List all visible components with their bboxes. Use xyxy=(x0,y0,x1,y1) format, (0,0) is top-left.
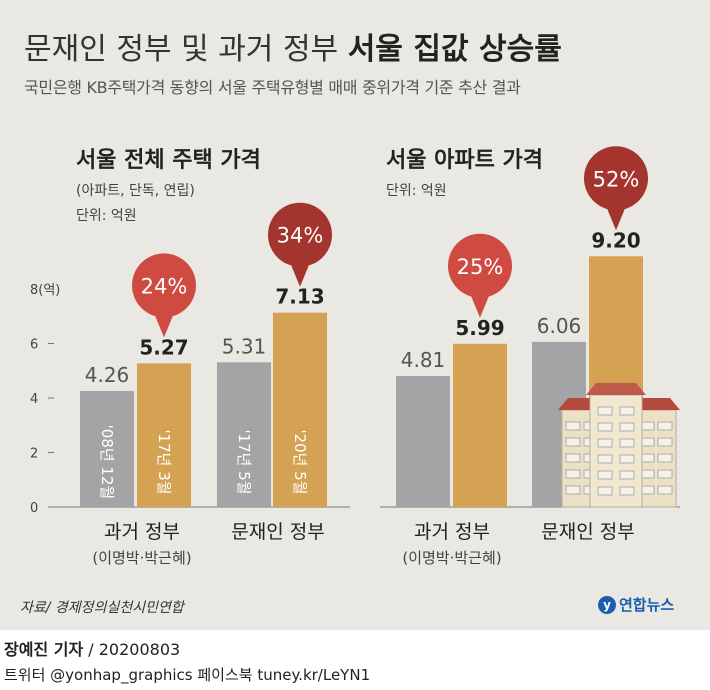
increase-bubble xyxy=(268,202,332,267)
period-label-end: '20년 5월 xyxy=(291,429,309,494)
value-label-start: 4.26 xyxy=(85,363,130,387)
title-bold: 서울 집값 상승률 xyxy=(347,32,562,67)
category-sublabel: (이명박·박근혜) xyxy=(92,549,191,567)
y-tick-label: 4 xyxy=(30,392,38,407)
left-panel-title: 서울 전체 주택 가격 xyxy=(76,148,261,173)
social-line: 트위터 @yonhap_graphics 페이스북 tuney.kr/LeYN1 xyxy=(4,666,371,684)
yonhap-logo: y 연합뉴스 xyxy=(598,594,674,615)
value-label-end: 5.99 xyxy=(455,316,504,340)
reporter-name: 장예진 기자 xyxy=(4,640,84,659)
chart-subtitle: 국민은행 KB주택가격 동향의 서울 주택유형별 매매 중위가격 기준 추산 결… xyxy=(24,78,521,97)
bar-start xyxy=(80,390,134,507)
category-label: 과거 정부 xyxy=(104,521,180,543)
increase-bubble xyxy=(132,253,196,318)
category-label: 문재인 정부 xyxy=(231,521,324,543)
right-panel-title: 서울 아파트 가격 xyxy=(386,148,543,173)
increase-bubble xyxy=(448,233,512,298)
period-label-start: '17년 5월 xyxy=(235,429,253,494)
increase-label: 24% xyxy=(141,274,188,298)
right-panel-unit: 단위: 억원 xyxy=(386,183,447,199)
increase-bubble xyxy=(584,146,648,211)
category-label: 과거 정부 xyxy=(414,521,490,543)
bar-end xyxy=(137,363,191,507)
reporter-line: 장예진 기자 / 20200803 xyxy=(4,636,180,660)
category-label: 문재인 정부 xyxy=(541,521,634,543)
increase-label: 34% xyxy=(277,224,324,248)
bar-end xyxy=(273,312,327,507)
y-tick-label: 2 xyxy=(30,447,38,462)
increase-label: 25% xyxy=(457,255,504,279)
bar-start xyxy=(396,375,450,507)
period-label-end: '17년 3월 xyxy=(155,429,173,494)
value-label-end: 7.13 xyxy=(275,285,324,309)
infographic-card: 문재인 정부 및 과거 정부 서울 집값 상승률 국민은행 KB주택가격 동향의… xyxy=(0,0,710,630)
period-label-start: '08년 12월 xyxy=(98,425,116,500)
left-panel-note: (아파트, 단독, 연립) xyxy=(76,183,195,199)
increase-label: 52% xyxy=(593,167,640,191)
yonhap-logo-text: 연합뉴스 xyxy=(619,596,675,614)
y-tick-label: 8(억) xyxy=(30,283,60,298)
title-plain: 문재인 정부 및 과거 정부 xyxy=(24,32,339,67)
value-label-start: 5.31 xyxy=(222,334,267,358)
bar-start xyxy=(217,362,271,507)
bar-end xyxy=(453,343,507,507)
publish-date: / 20200803 xyxy=(83,640,181,659)
value-label-start: 4.81 xyxy=(401,348,446,372)
value-label-end: 5.27 xyxy=(139,335,188,359)
source-note: 자료/ 경제정의실천시민연합 xyxy=(20,600,184,616)
value-label-start: 6.06 xyxy=(537,314,582,338)
chart-title: 문재인 정부 및 과거 정부 서울 집값 상승률 xyxy=(24,24,562,68)
left-panel-unit: 단위: 억원 xyxy=(76,208,137,224)
building-center-icon xyxy=(586,383,646,508)
category-sublabel: (이명박·박근혜) xyxy=(402,549,501,567)
yonhap-logo-icon: y xyxy=(598,595,616,614)
value-label-end: 9.20 xyxy=(591,228,640,252)
y-tick-label: 6 xyxy=(30,338,38,353)
credit-footer: 장예진 기자 / 20200803 트위터 @yonhap_graphics 페… xyxy=(0,630,710,690)
y-tick-label: 0 xyxy=(30,501,38,516)
building-right-icon xyxy=(632,398,680,508)
